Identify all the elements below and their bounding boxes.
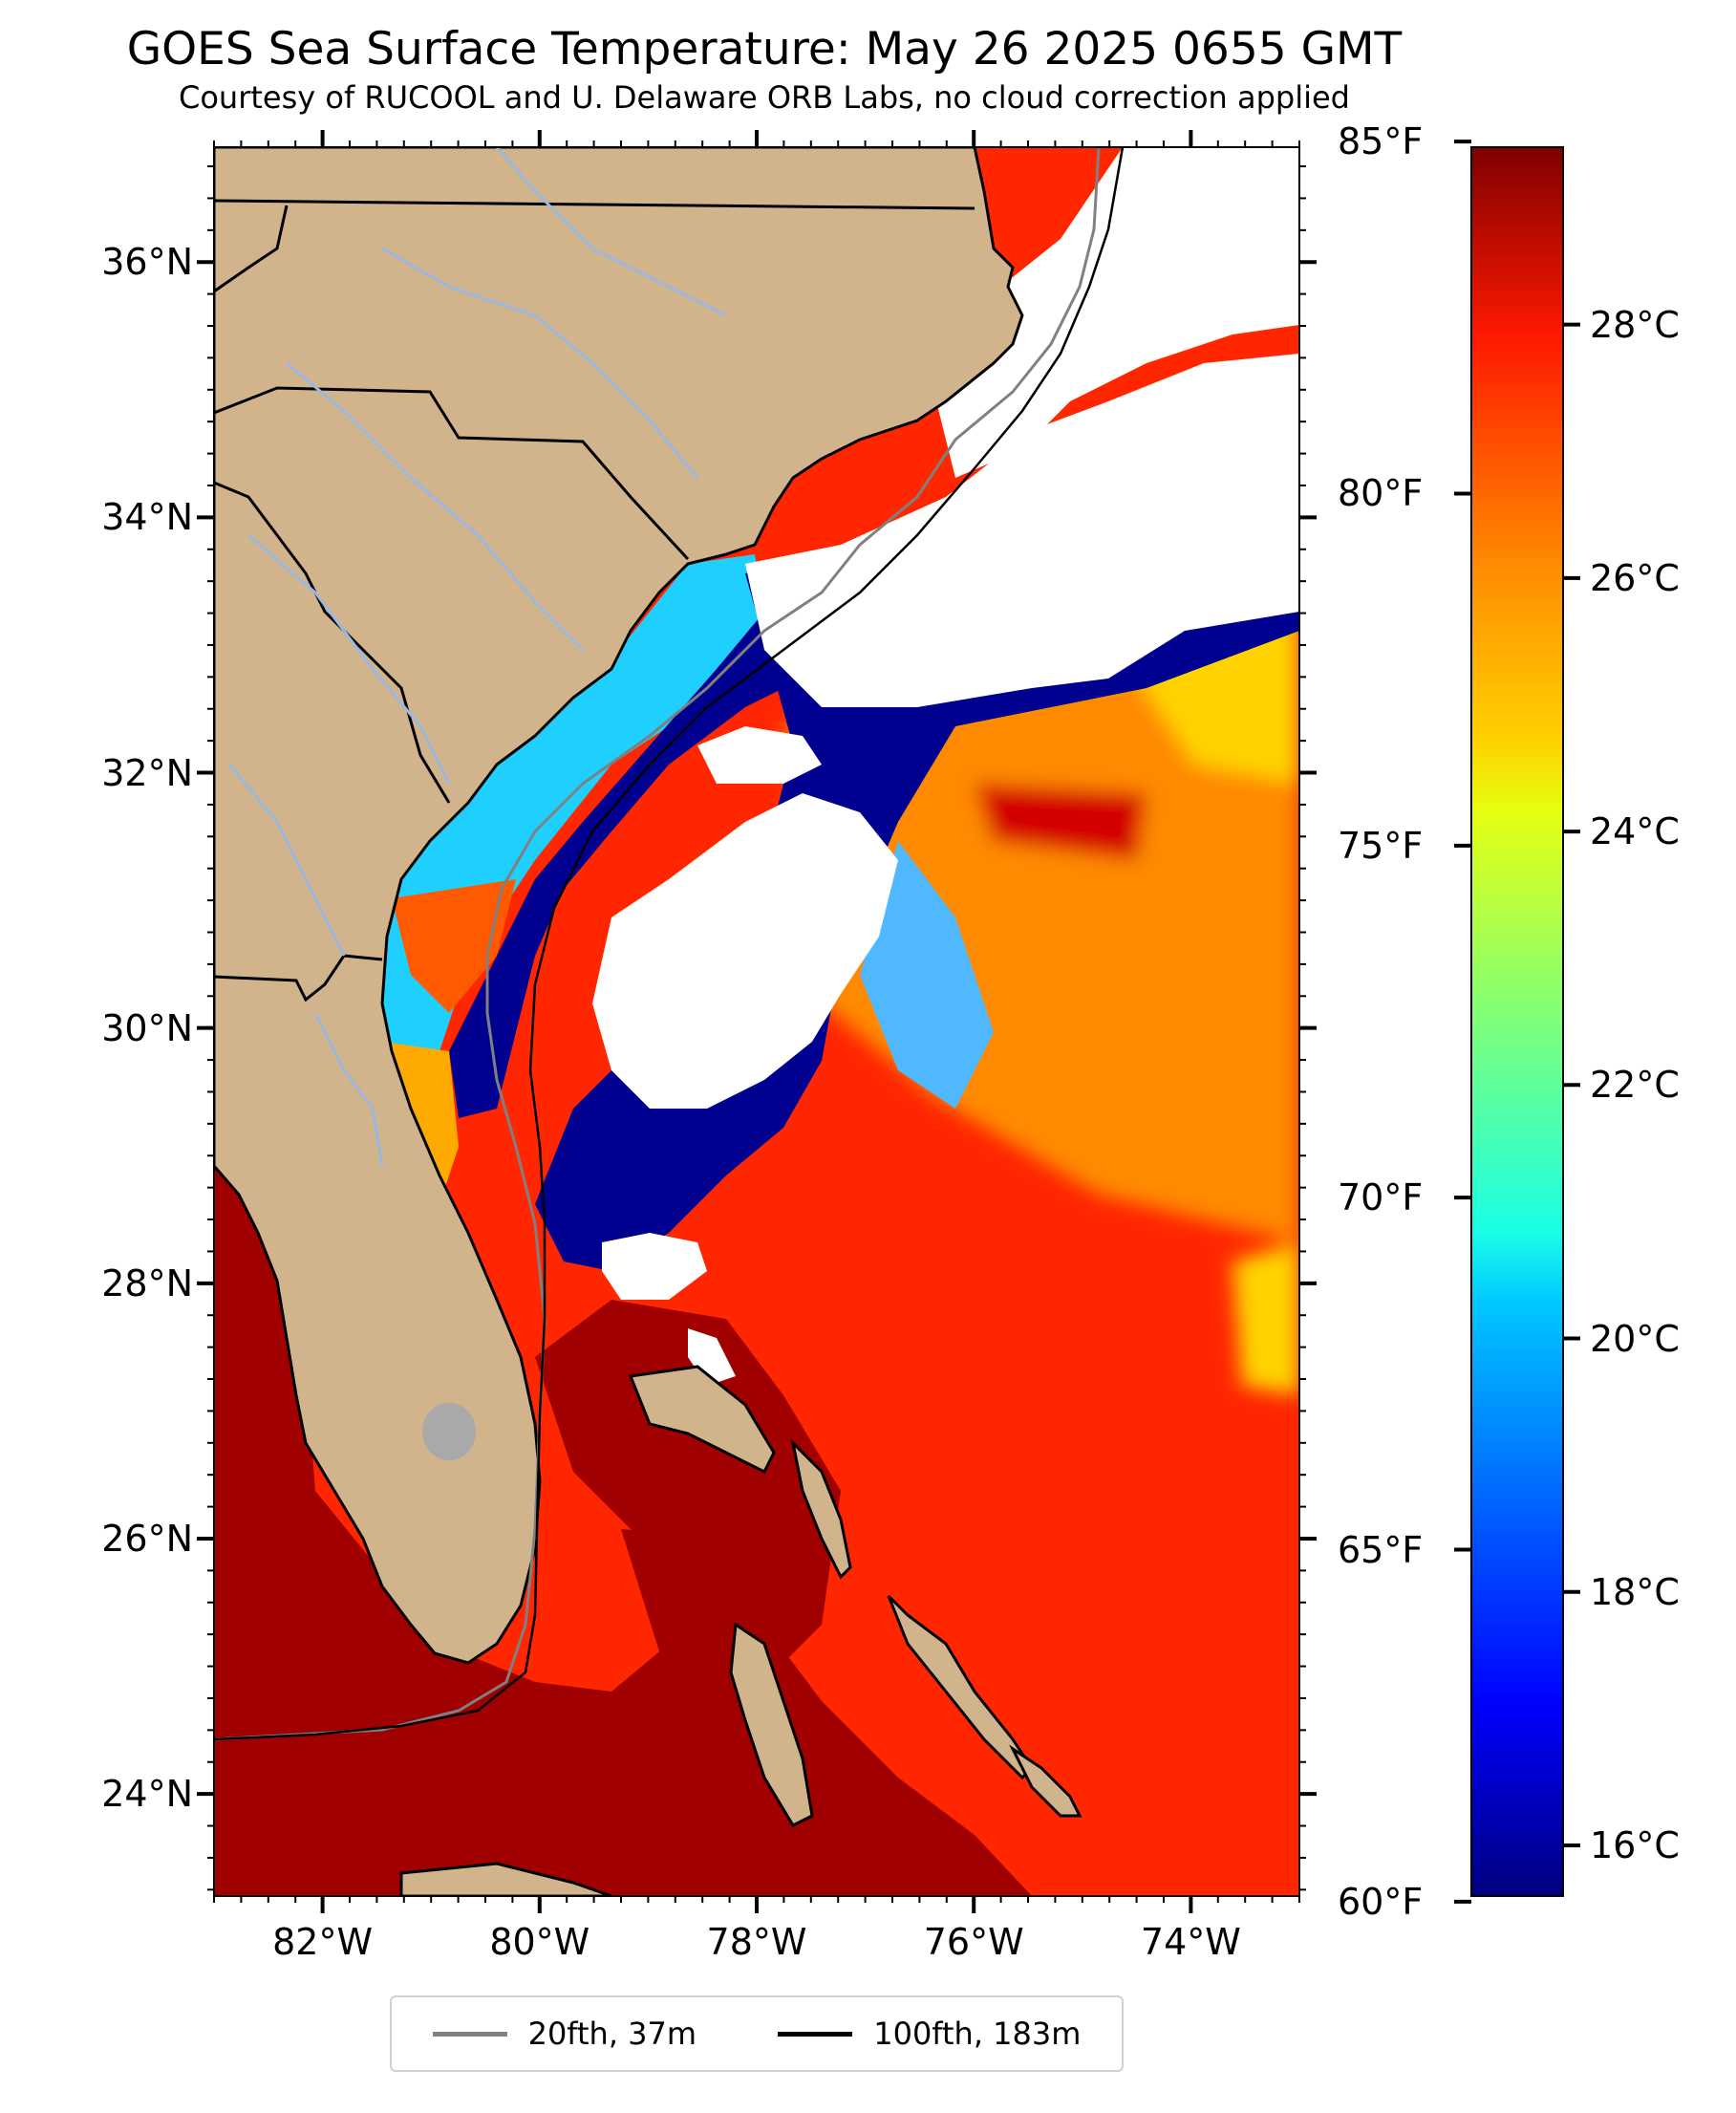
land — [214, 147, 1082, 1896]
colorbar-c-label: 28°C — [1590, 303, 1680, 346]
colorbar-f-label: 75°F — [1338, 824, 1424, 867]
colorbar-c-label: 24°C — [1590, 810, 1680, 853]
rivers — [227, 147, 727, 1167]
abaco — [790, 1438, 852, 1580]
cloud-offshore-nc — [745, 354, 1299, 707]
ga-fl-border — [214, 954, 383, 1003]
lat-label: 32°N — [101, 751, 193, 794]
colorbar-c-label: 16°C — [1590, 1823, 1680, 1866]
sst-shelf-cool — [382, 554, 764, 1118]
colorbar-c-label: 20°C — [1590, 1317, 1680, 1360]
map-area — [214, 147, 1299, 1896]
lat-label: 26°N — [101, 1517, 193, 1560]
colorbar-f-label: 70°F — [1338, 1176, 1424, 1219]
lat-label: 36°N — [101, 241, 193, 284]
sst-yellow-east — [1232, 1242, 1299, 1395]
nc-sc-border — [214, 386, 690, 561]
river-3 — [286, 361, 585, 652]
colorbar-f-label: 65°F — [1338, 1528, 1424, 1571]
sst-bank-hot — [621, 1529, 1032, 1896]
colorbar-f-label: 80°F — [1338, 472, 1424, 515]
colorbar-fahrenheit-ticks — [1454, 140, 1471, 1904]
andros — [729, 1622, 814, 1827]
colorbar-celsius-ticks — [1563, 322, 1580, 1847]
lat-label: 34°N — [101, 496, 193, 539]
legend-swatch-20fth — [432, 2031, 507, 2037]
lon-label: 82°W — [272, 1921, 374, 1963]
cloud-south — [602, 1233, 707, 1300]
cloud-central — [592, 793, 898, 1109]
river-2 — [381, 247, 699, 479]
nc-tn-border — [214, 205, 289, 293]
isobath-legend: 20fth, 37m 100fth, 183m — [390, 1995, 1124, 2072]
sst-hot-core — [975, 784, 1147, 860]
cloud-north — [917, 147, 1299, 478]
colorbar-c-label: 18°C — [1590, 1570, 1680, 1613]
va-nc-border — [214, 199, 975, 210]
river-4 — [247, 533, 451, 785]
grand-bahama — [628, 1365, 776, 1475]
sst-straits-hot — [535, 1300, 841, 1682]
sst-coastal-orange — [392, 879, 516, 1013]
legend-swatch-100fth — [778, 2031, 853, 2037]
sst-gulf-hot — [214, 1156, 841, 1896]
lat-label: 28°N — [101, 1261, 193, 1304]
lon-label: 74°W — [1140, 1921, 1241, 1963]
cloud-offshore-sc — [697, 726, 822, 784]
colorbar-c-label: 26°C — [1590, 556, 1680, 599]
isobath-20fth — [214, 147, 1101, 1741]
legend-label-100fth: 100fth, 183m — [873, 2016, 1082, 2052]
sst-cool-band-mid — [860, 841, 994, 1109]
long-island — [1009, 1744, 1082, 1818]
river-5 — [227, 764, 346, 957]
chart-subtitle: Courtesy of RUCOOL and U. Delaware ORB L… — [179, 79, 1350, 116]
colorbar-f-label: 85°F — [1338, 120, 1424, 163]
lon-label: 76°W — [923, 1921, 1024, 1963]
lon-ticks — [213, 130, 1300, 1913]
isobath-100fth — [214, 147, 1125, 1741]
lake-okeechobee — [422, 1403, 476, 1460]
lon-label: 78°W — [706, 1921, 807, 1963]
lat-ticks — [197, 165, 1317, 1891]
us-mainland — [214, 147, 1024, 1665]
legend-label-20fth: 20fth, 37m — [527, 2016, 697, 2052]
cloud-areas — [592, 147, 1299, 1386]
chart-title: GOES Sea Surface Temperature: May 26 202… — [126, 23, 1403, 75]
lon-label: 80°W — [489, 1921, 590, 1963]
legend-item-20fth: 20fth, 37m — [432, 2016, 697, 2052]
river-6 — [313, 1012, 384, 1167]
river-1 — [495, 147, 727, 317]
lat-label: 24°N — [101, 1773, 193, 1816]
colorbar-f-label: 60°F — [1338, 1880, 1424, 1923]
cuba-coast — [399, 1862, 612, 1896]
colorbar-c-label: 22°C — [1590, 1064, 1680, 1107]
legend-item-100fth: 100fth, 183m — [778, 2016, 1081, 2052]
colorbar — [1470, 146, 1564, 1897]
state-borders — [214, 199, 975, 1003]
lat-label: 30°N — [101, 1006, 193, 1049]
